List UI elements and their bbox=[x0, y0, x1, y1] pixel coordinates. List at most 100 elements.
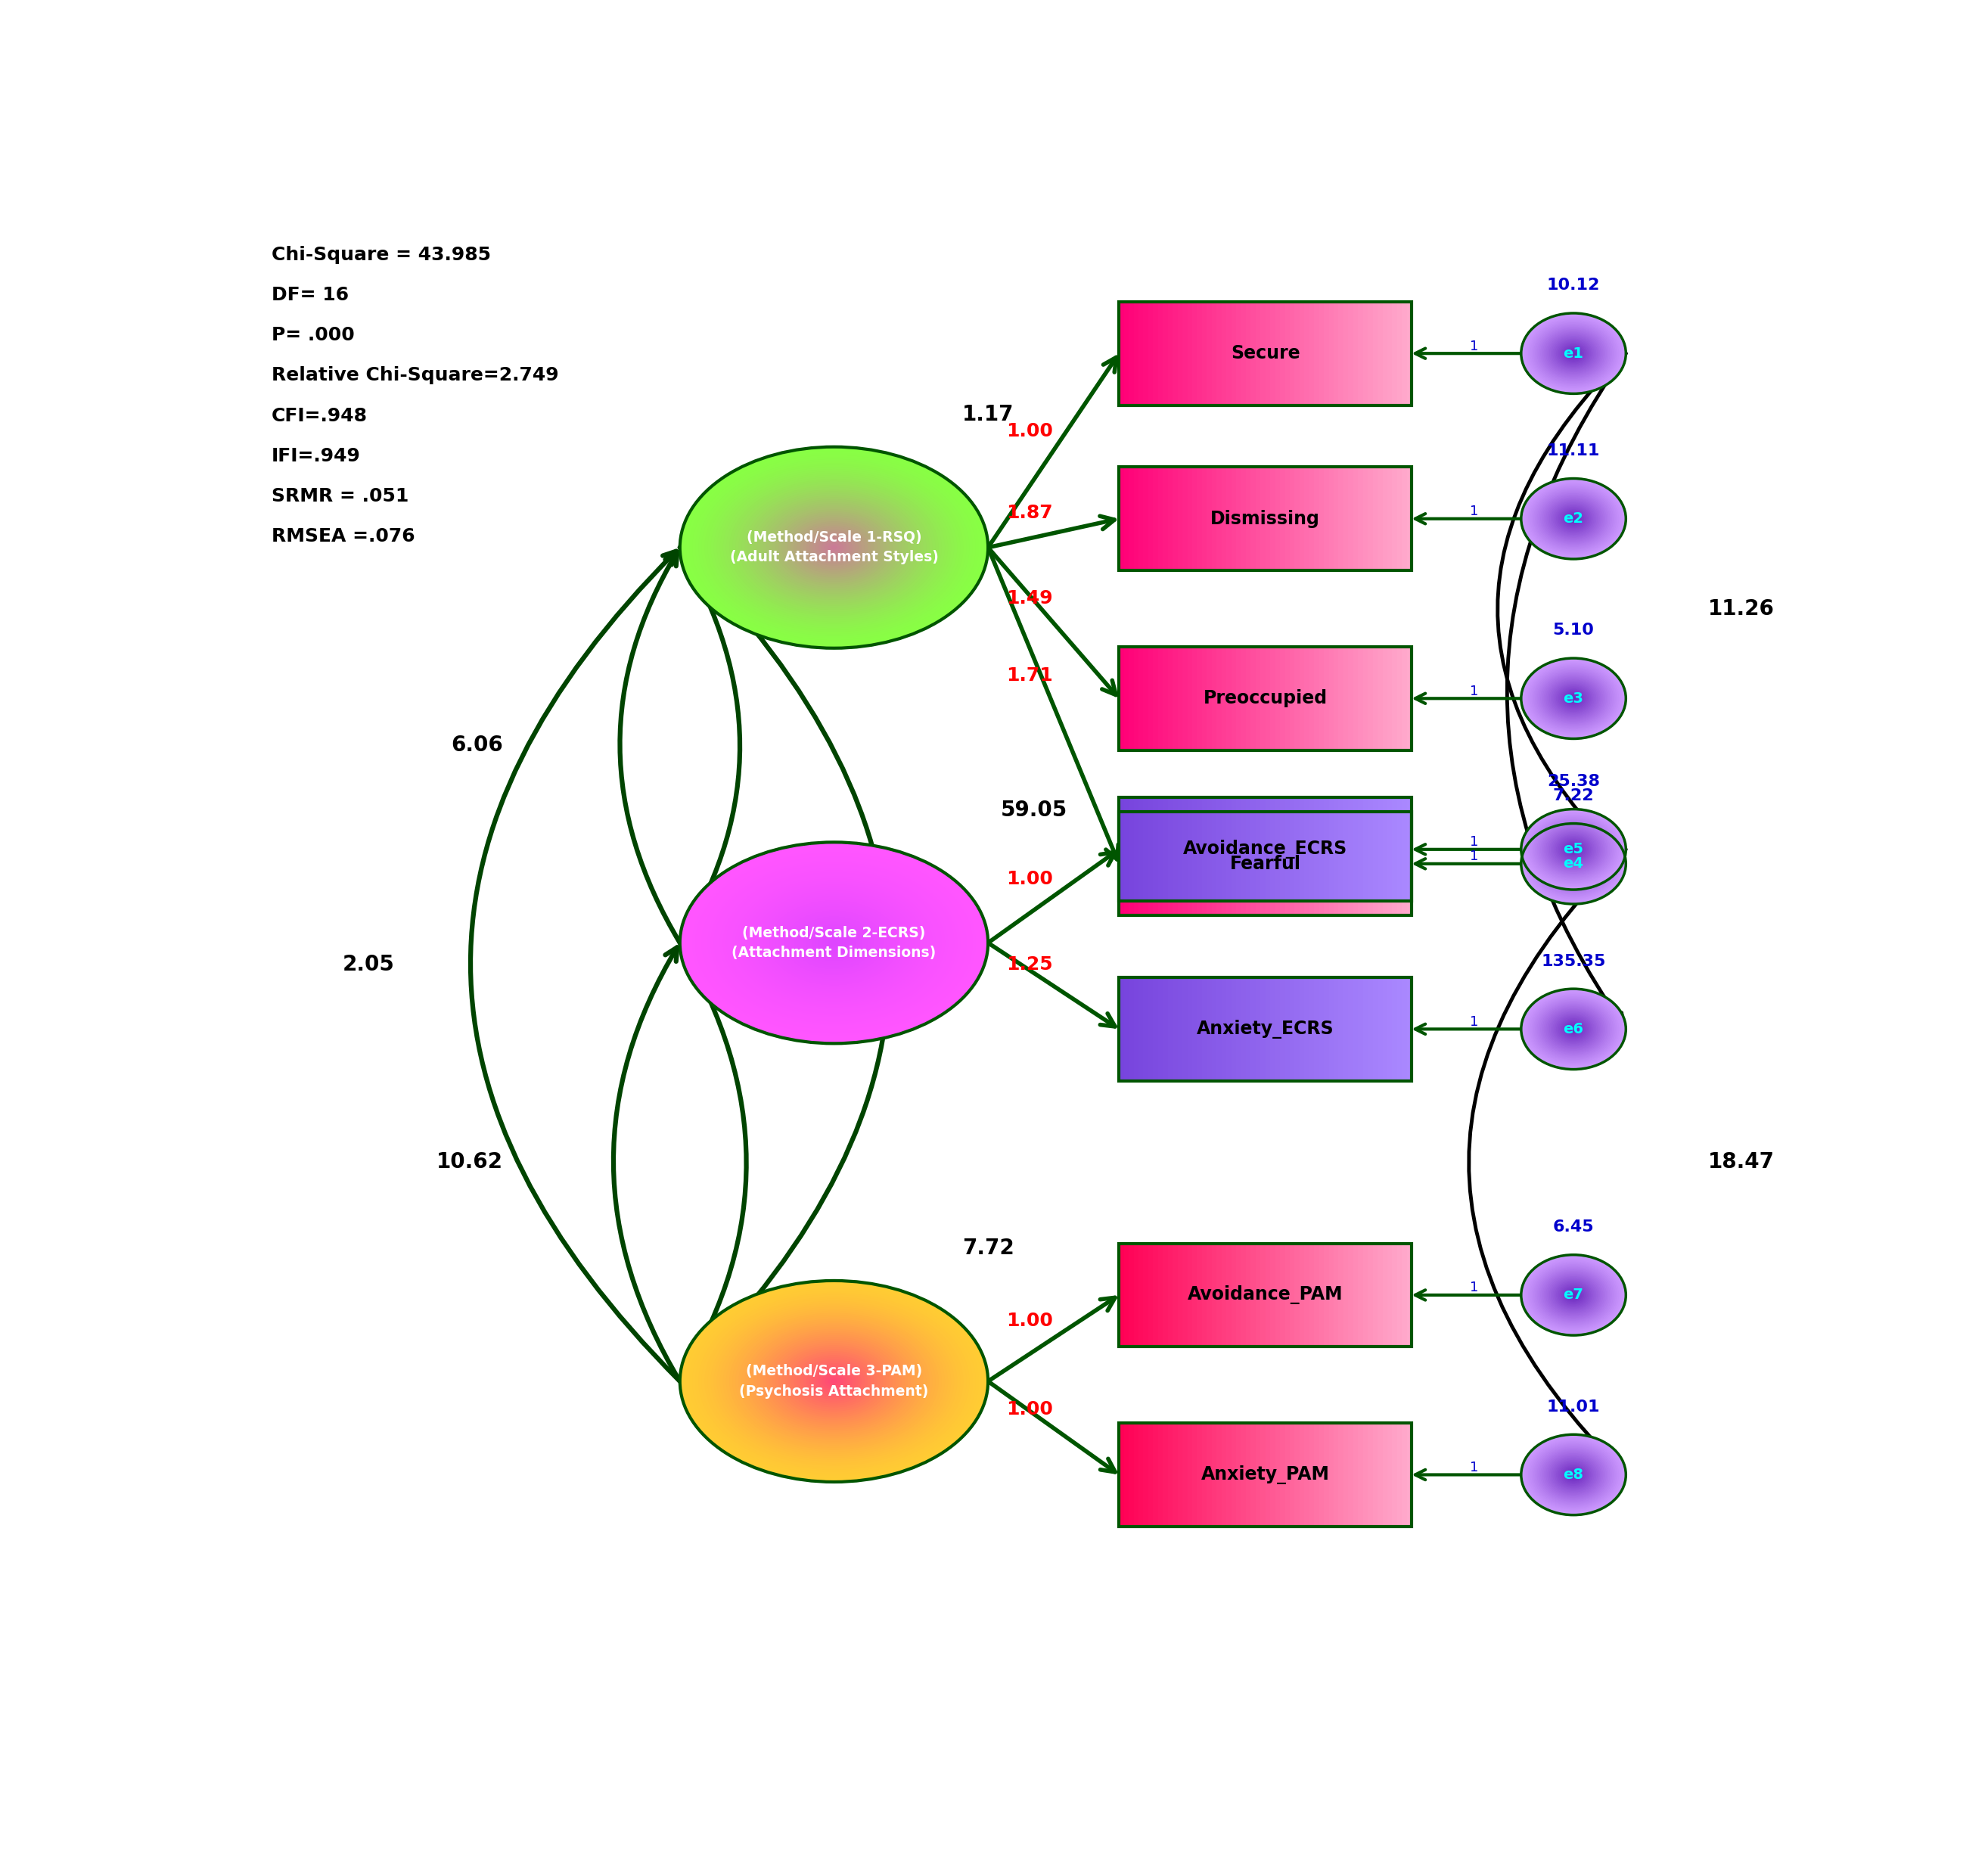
Ellipse shape bbox=[724, 1309, 944, 1454]
Ellipse shape bbox=[1547, 844, 1600, 883]
Ellipse shape bbox=[1545, 1271, 1602, 1318]
Bar bbox=[1334, 302, 1340, 405]
Bar bbox=[1221, 797, 1227, 902]
Bar bbox=[1167, 1423, 1173, 1527]
Ellipse shape bbox=[769, 1339, 899, 1423]
Ellipse shape bbox=[1549, 680, 1598, 717]
Bar bbox=[1133, 467, 1139, 571]
Bar bbox=[1129, 646, 1135, 751]
Bar bbox=[1221, 812, 1227, 915]
Bar bbox=[1304, 467, 1310, 571]
Ellipse shape bbox=[803, 922, 865, 963]
Bar bbox=[1314, 302, 1320, 405]
Ellipse shape bbox=[775, 1342, 893, 1419]
Text: 1: 1 bbox=[1469, 685, 1479, 698]
Text: 10.62: 10.62 bbox=[435, 1152, 503, 1172]
Bar bbox=[1237, 646, 1242, 751]
Bar bbox=[1348, 1423, 1354, 1527]
Ellipse shape bbox=[1523, 825, 1624, 902]
Bar bbox=[1270, 976, 1276, 1081]
Bar bbox=[1241, 976, 1246, 1081]
Bar bbox=[1129, 467, 1135, 571]
Bar bbox=[1408, 467, 1413, 571]
Bar bbox=[1266, 1243, 1270, 1346]
Bar bbox=[1119, 467, 1125, 571]
Bar bbox=[1382, 1423, 1388, 1527]
Ellipse shape bbox=[1527, 1438, 1620, 1510]
Bar bbox=[1392, 302, 1398, 405]
Bar bbox=[1270, 467, 1276, 571]
Ellipse shape bbox=[771, 508, 897, 588]
Bar bbox=[1163, 797, 1169, 902]
Ellipse shape bbox=[753, 891, 914, 995]
Ellipse shape bbox=[815, 1369, 853, 1393]
Bar bbox=[1246, 646, 1252, 751]
Ellipse shape bbox=[813, 534, 855, 562]
Ellipse shape bbox=[819, 538, 849, 558]
Bar bbox=[1143, 1243, 1149, 1346]
Ellipse shape bbox=[1559, 851, 1588, 876]
Bar bbox=[1221, 467, 1227, 571]
Bar bbox=[1177, 797, 1183, 902]
Ellipse shape bbox=[1561, 510, 1586, 528]
Bar bbox=[1280, 1243, 1286, 1346]
Ellipse shape bbox=[757, 1331, 911, 1432]
Ellipse shape bbox=[738, 485, 930, 611]
Ellipse shape bbox=[815, 932, 853, 954]
Ellipse shape bbox=[1531, 667, 1616, 730]
Text: e5: e5 bbox=[1563, 842, 1584, 857]
Bar bbox=[1310, 812, 1314, 915]
Bar bbox=[1280, 467, 1286, 571]
Text: 1.00: 1.00 bbox=[1006, 1313, 1054, 1329]
Bar bbox=[1294, 812, 1300, 915]
Ellipse shape bbox=[1523, 1256, 1624, 1333]
Bar bbox=[1241, 302, 1246, 405]
Bar bbox=[1260, 467, 1266, 571]
Bar bbox=[1368, 812, 1374, 915]
Ellipse shape bbox=[1563, 691, 1584, 706]
Ellipse shape bbox=[1527, 814, 1620, 885]
Bar bbox=[1133, 812, 1139, 915]
Text: 1.00: 1.00 bbox=[1006, 1400, 1054, 1419]
Bar bbox=[1153, 302, 1159, 405]
Bar bbox=[1328, 1243, 1334, 1346]
Ellipse shape bbox=[751, 889, 916, 997]
Bar bbox=[1159, 797, 1163, 902]
Ellipse shape bbox=[1573, 863, 1574, 864]
Ellipse shape bbox=[1531, 1262, 1616, 1327]
Bar bbox=[1203, 1243, 1207, 1346]
Ellipse shape bbox=[1547, 498, 1600, 540]
Ellipse shape bbox=[1533, 1443, 1614, 1505]
Bar bbox=[1280, 797, 1286, 902]
Ellipse shape bbox=[742, 883, 926, 1003]
Bar bbox=[1246, 302, 1252, 405]
Ellipse shape bbox=[1531, 997, 1616, 1060]
Ellipse shape bbox=[1525, 812, 1622, 887]
Bar bbox=[1203, 797, 1207, 902]
Bar bbox=[1402, 302, 1408, 405]
Ellipse shape bbox=[799, 525, 869, 569]
Bar bbox=[1139, 646, 1145, 751]
Bar bbox=[1300, 646, 1306, 751]
Ellipse shape bbox=[763, 1335, 905, 1428]
Bar bbox=[1290, 646, 1296, 751]
Bar bbox=[1328, 646, 1334, 751]
Bar bbox=[1187, 797, 1193, 902]
Bar bbox=[1284, 1423, 1290, 1527]
Text: Relative Chi-Square=2.749: Relative Chi-Square=2.749 bbox=[272, 366, 559, 385]
Bar bbox=[1290, 812, 1296, 915]
Ellipse shape bbox=[1559, 1018, 1588, 1040]
Ellipse shape bbox=[827, 543, 841, 551]
Bar bbox=[1139, 467, 1145, 571]
Bar bbox=[1294, 1243, 1300, 1346]
Bar bbox=[1314, 797, 1320, 902]
Bar bbox=[1334, 797, 1340, 902]
Bar bbox=[1221, 1423, 1227, 1527]
Ellipse shape bbox=[1537, 1447, 1610, 1503]
Bar bbox=[1378, 302, 1384, 405]
Ellipse shape bbox=[1571, 861, 1576, 866]
Bar bbox=[1241, 812, 1246, 915]
Text: Anxiety_ECRS: Anxiety_ECRS bbox=[1197, 1019, 1334, 1038]
Bar bbox=[1270, 1423, 1276, 1527]
Ellipse shape bbox=[742, 1322, 926, 1441]
